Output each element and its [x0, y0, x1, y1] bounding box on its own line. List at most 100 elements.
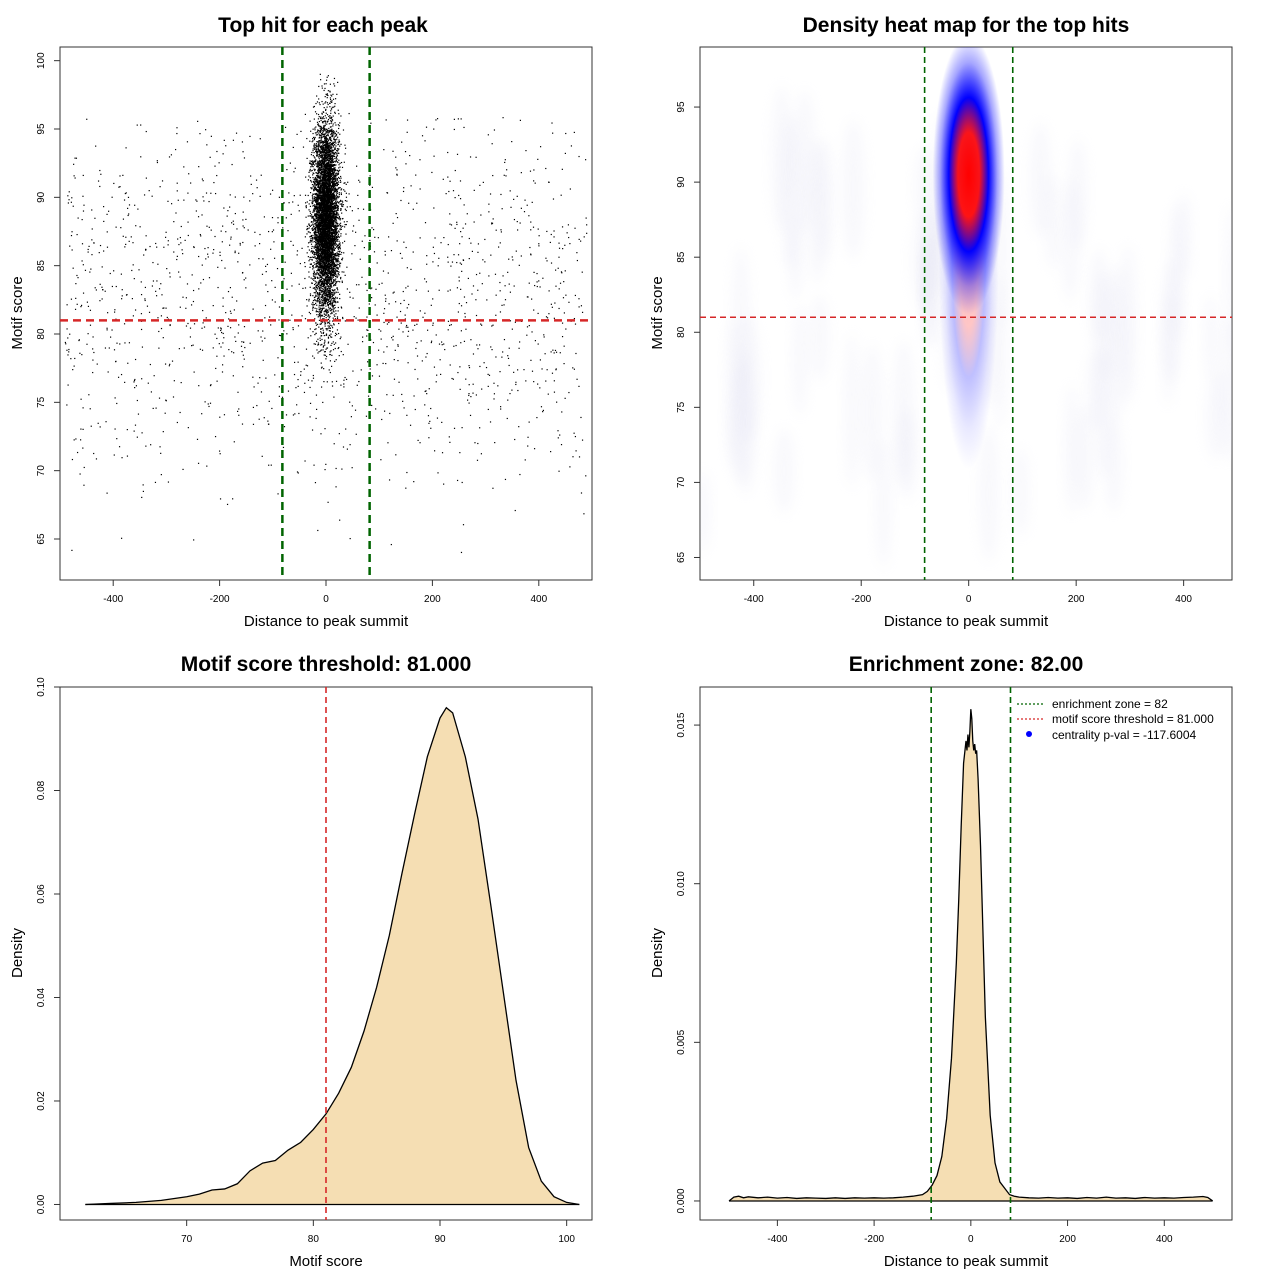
scatter-point [325, 143, 327, 145]
scatter-point [324, 299, 326, 301]
scatter-point [330, 308, 333, 310]
scatter-point [325, 130, 327, 132]
scatter-point [326, 297, 328, 299]
scatter-point [333, 149, 335, 151]
scatter-point [323, 220, 325, 223]
scatter-point [325, 299, 327, 301]
scatter-point [337, 148, 339, 150]
scatter-point [324, 122, 327, 124]
scatter-point [335, 284, 337, 286]
scatter-point [330, 126, 332, 128]
scatter-point [317, 197, 319, 199]
scatter-point [335, 200, 337, 203]
scatter-point [323, 141, 325, 144]
scatter-point [316, 180, 318, 182]
scatter-point [304, 262, 306, 264]
scatter-point [311, 282, 313, 284]
scatter-point [336, 254, 338, 256]
scatter-point [312, 287, 314, 289]
scatter-point [321, 248, 323, 250]
scatter-point [321, 179, 323, 181]
scatter-point [325, 205, 327, 207]
scatter-point [323, 162, 325, 164]
scatter-point [325, 298, 327, 300]
scatter-point [336, 213, 338, 216]
y-tick-label: 70 [36, 465, 47, 477]
scatter-point [313, 208, 315, 210]
scatter-point [321, 267, 324, 269]
scatter-point [333, 301, 336, 303]
scatter-point [324, 298, 326, 300]
scatter-point [324, 322, 326, 324]
scatter-point [323, 296, 325, 298]
scatter-point [327, 156, 329, 158]
scatter-point [326, 158, 328, 160]
scatter-point [333, 235, 335, 237]
scatter-point [329, 294, 332, 296]
scatter-point [328, 115, 330, 118]
scatter-point [323, 249, 325, 251]
scatter-point [327, 94, 329, 97]
scatter-point [324, 161, 326, 163]
scatter-point [330, 333, 332, 335]
scatter-point [336, 221, 338, 223]
scatter-point [323, 273, 326, 275]
scatter-point [329, 232, 331, 235]
scatter-point [323, 257, 325, 259]
scatter-point [329, 147, 331, 149]
scatter-point [316, 113, 318, 115]
scatter-point [327, 268, 330, 270]
scatter-point [337, 271, 339, 273]
scatter-point [323, 274, 326, 276]
scatter-point [329, 237, 331, 239]
scatter-point [316, 285, 318, 287]
scatter-point [341, 281, 343, 284]
scatter-point [333, 249, 335, 251]
scatter-point [323, 107, 325, 109]
scatter-point [332, 186, 334, 188]
scatter-point [329, 183, 331, 185]
scatter-point [321, 215, 323, 217]
scatter-point [338, 355, 340, 357]
scatter-point [329, 223, 331, 225]
scatter-point [315, 194, 317, 196]
scatter-point [328, 256, 330, 258]
scatter-point [330, 210, 332, 212]
scatter-point [328, 265, 330, 267]
scatter-point [322, 303, 325, 305]
scatter-point [335, 258, 337, 261]
scatter-point [317, 297, 320, 299]
scatter-point [336, 201, 338, 203]
scatter-point [330, 246, 332, 248]
scatter-point [334, 280, 336, 282]
scatter-point [320, 116, 322, 118]
scatter-point [318, 120, 320, 123]
scatter-point [334, 141, 336, 143]
scatter-point [309, 162, 311, 164]
scatter-point [328, 272, 330, 274]
scatter-point [327, 188, 329, 190]
scatter-point [320, 160, 322, 162]
scatter-point [332, 131, 335, 133]
scatter-point [315, 237, 317, 239]
scatter-point [335, 359, 337, 361]
scatter-point [305, 216, 307, 218]
scatter-point [319, 73, 321, 75]
scatter-point [340, 189, 342, 191]
scatter-point [335, 210, 337, 212]
scatter-point [317, 297, 319, 300]
scatter-point [333, 270, 335, 272]
scatter-point [335, 180, 337, 183]
scatter-point [331, 202, 334, 204]
scatter-point [335, 158, 337, 160]
scatter-point [323, 205, 325, 207]
scatter-point [307, 242, 310, 244]
scatter-point [321, 146, 323, 148]
scatter-point [332, 206, 334, 208]
scatter-point [324, 180, 326, 183]
scatter-point [337, 214, 339, 216]
scatter-point [326, 168, 328, 170]
scatter-point [327, 263, 329, 265]
scatter-point [329, 213, 331, 215]
scatter-point [316, 196, 318, 198]
